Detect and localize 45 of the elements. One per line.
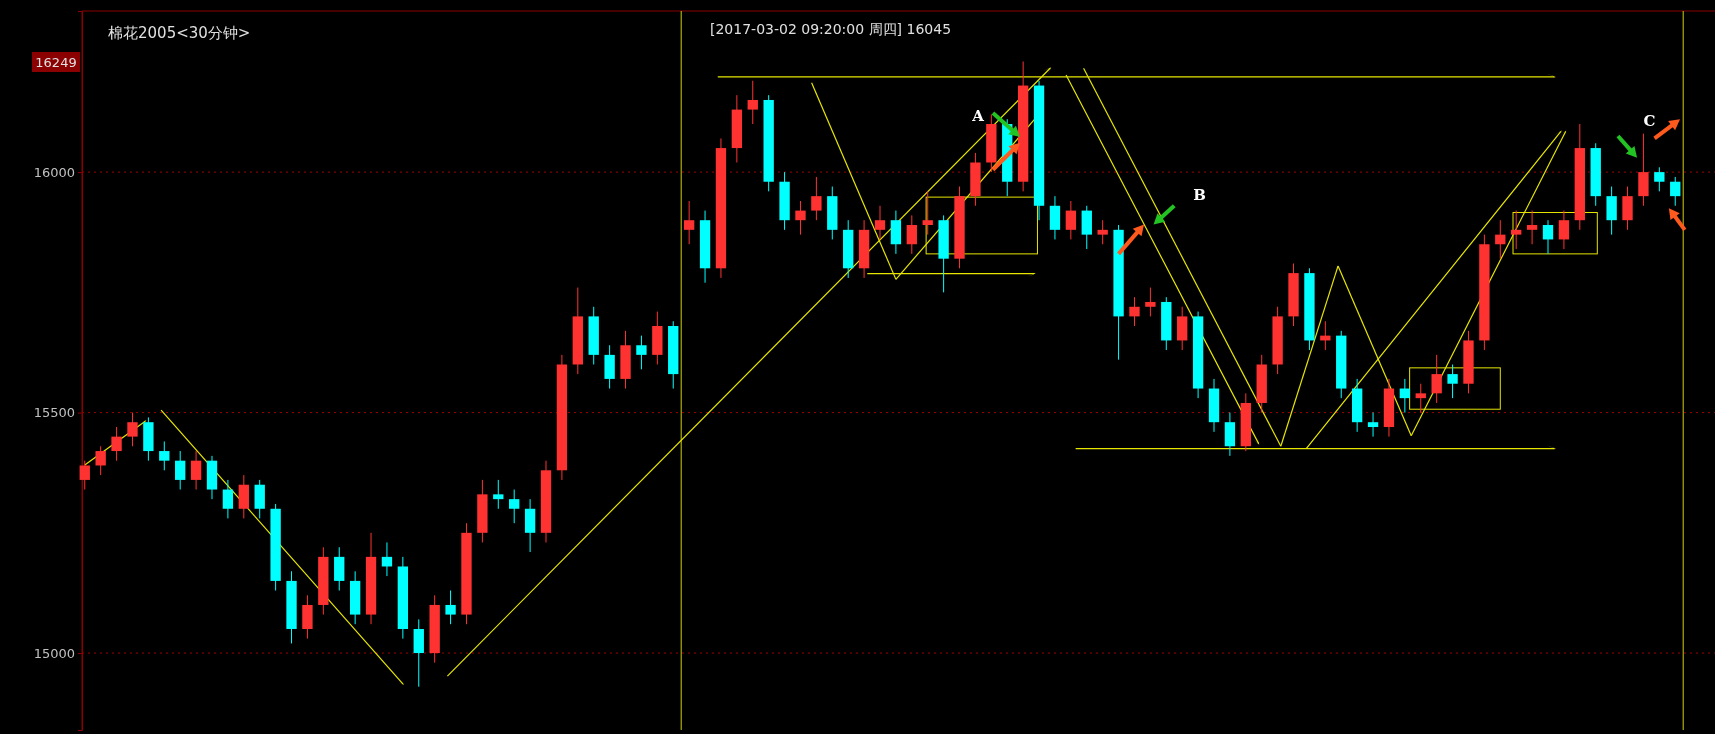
- candlestick: [683, 200, 695, 245]
- y-tick-label: 15500: [33, 405, 75, 421]
- candlestick: [1511, 210, 1522, 250]
- candlestick: [445, 590, 456, 625]
- candlestick: [1495, 219, 1506, 260]
- candlestick: [1129, 296, 1140, 327]
- candlestick: [1654, 166, 1665, 192]
- candlestick: [175, 450, 186, 491]
- candlestick: [922, 190, 933, 236]
- annotation: [2017-03-02 09:20:00 周四] 16045: [710, 21, 952, 37]
- candlestick: [509, 489, 520, 524]
- candlestick: [1526, 210, 1538, 245]
- candlestick: [127, 412, 138, 447]
- candlestick: [381, 541, 393, 577]
- candlestick: [1670, 176, 1681, 207]
- candlestick: [190, 450, 202, 491]
- candlestick: [1415, 383, 1426, 414]
- candlestick: [95, 445, 106, 476]
- candlestick: [79, 460, 90, 491]
- candlestick: [1145, 287, 1156, 317]
- candlestick: [222, 479, 234, 519]
- candlestick: [1542, 219, 1554, 255]
- y-tick-label: 15000: [33, 645, 75, 661]
- annotation: C: [1643, 112, 1656, 131]
- candlestick: [1558, 210, 1570, 250]
- candlestick: [1367, 412, 1379, 438]
- candlestick: [811, 176, 822, 221]
- annotation: B: [1193, 185, 1207, 204]
- y-tick-label: 16000: [33, 164, 75, 180]
- candlestick: [636, 335, 647, 370]
- candlestick: [111, 426, 122, 462]
- text: 棉花2005<30分钟>: [108, 24, 251, 42]
- text: 16249: [35, 55, 77, 70]
- candlestick: [1097, 219, 1108, 245]
- candlestick: [493, 479, 504, 510]
- candlestick: [874, 205, 886, 240]
- candlestick: [159, 440, 170, 471]
- candlestick: [747, 80, 758, 125]
- candlestick: [1399, 378, 1411, 414]
- candlestick: [1431, 354, 1442, 404]
- annotation: A: [971, 106, 985, 125]
- candlestick: [795, 200, 806, 236]
- candlestick: [1447, 363, 1458, 399]
- candlestick: [906, 214, 917, 255]
- candlestick: [1065, 200, 1077, 240]
